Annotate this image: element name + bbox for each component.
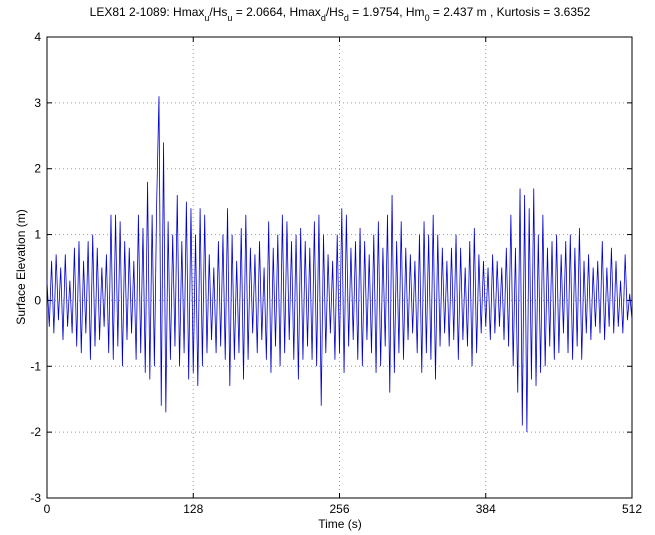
chart-title: LEX81 2-1089: Hmaxu/Hsu = 2.0664, Hmaxd/… — [90, 5, 591, 23]
y-tick-label: -3 — [30, 491, 41, 505]
y-tick-label: -2 — [30, 425, 41, 439]
title-subscript: d — [344, 13, 349, 23]
title-subscript: 0 — [425, 13, 430, 23]
x-axis-label: Time (s) — [318, 517, 362, 531]
title-subscript: u — [227, 13, 232, 23]
x-tick-label: 0 — [44, 502, 51, 516]
data-line — [46, 96, 633, 433]
y-tick-label: 4 — [34, 30, 41, 44]
title-part: = 2.437 m , Kurtosis = 3.6352 — [430, 5, 591, 19]
x-tick-label: 384 — [476, 502, 496, 516]
y-tick-label: -1 — [30, 359, 41, 373]
title-part: = 1.9754, Hm — [349, 5, 425, 19]
title-subscript: u — [204, 13, 209, 23]
y-tick-label: 1 — [34, 228, 41, 242]
x-tick-label: 256 — [329, 502, 349, 516]
title-part: /Hs — [209, 5, 227, 19]
y-tick-label: 0 — [34, 293, 41, 307]
x-tick-label: 512 — [622, 502, 642, 516]
y-axis-label: Surface Elevation (m) — [14, 209, 28, 324]
title-part: = 2.0664, Hmax — [232, 5, 320, 19]
plot-frame — [46, 36, 633, 499]
title-part: /Hs — [326, 5, 344, 19]
y-tick-label: 2 — [34, 162, 41, 176]
title-subscript: d — [321, 13, 326, 23]
x-tick-label: 128 — [183, 502, 203, 516]
y-tick-label: 3 — [34, 96, 41, 110]
title-part: LEX81 2-1089: Hmax — [90, 5, 205, 19]
